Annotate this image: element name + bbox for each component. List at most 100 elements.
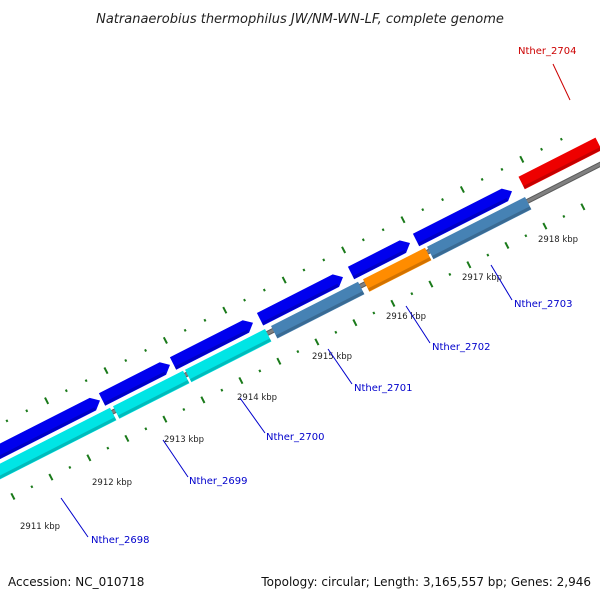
scale-label: 2911 kbp: [20, 522, 60, 532]
gene-label-Nther_2700: Nther_2700: [266, 432, 324, 443]
gene-forward-2-shade: [103, 371, 166, 406]
gene-forward-6-shade: [417, 197, 508, 246]
accession-label: Accession: NC_010718: [8, 575, 145, 589]
inner-tick: [106, 446, 110, 450]
gene-label-Nther_2701: Nther_2701: [354, 383, 412, 394]
outer-tick: [25, 409, 29, 413]
outer-tick: [243, 298, 246, 302]
gene-forward-6: [412, 188, 512, 247]
leader-line-Nther_2701: [327, 348, 353, 385]
inner-tick: [48, 473, 54, 481]
inner-tick: [162, 415, 168, 423]
leader-line-Nther_2703: [490, 264, 513, 301]
gene-forward-5: [347, 240, 410, 280]
inner-tick: [524, 234, 528, 238]
outer-tick: [500, 167, 504, 171]
inner-tick: [258, 369, 262, 373]
scale-label: 2915 kbp: [312, 352, 352, 362]
outer-tick: [400, 216, 406, 224]
feature-labels: 2911 kbp 2912 kbp 2913 kbp 2914 kbp 2915 kbp…: [20, 46, 578, 546]
gene-Nther_2703: [427, 197, 532, 260]
inner-tick: [68, 465, 72, 469]
gene-Nther_2699: [113, 370, 190, 419]
tick-marks: [5, 137, 586, 500]
outer-tick: [381, 228, 385, 232]
inner-tick: [580, 203, 586, 211]
gene-label-Nther_2704: Nther_2704: [518, 46, 576, 57]
scale-label: 2914 kbp: [237, 393, 277, 403]
inner-tick: [466, 261, 472, 269]
gene-Nther_2698: [0, 407, 117, 480]
gene-Nther_2701: [271, 281, 365, 339]
inner-tick: [182, 407, 186, 412]
inner-tick: [504, 241, 510, 249]
inner-tick: [10, 492, 16, 500]
scale-label: 2917 kbp: [462, 273, 502, 283]
outer-tick: [5, 419, 9, 423]
inner-tick: [334, 330, 338, 334]
leader-line-Nther_2699: [162, 439, 189, 478]
gene-Nther_2699-shade: [117, 380, 190, 419]
outer-tick: [203, 318, 207, 322]
inner-tick: [144, 427, 148, 431]
gene-Nther_2700: [185, 329, 272, 383]
scale-label: 2912 kbp: [92, 478, 132, 488]
map-title: Natranaerobius thermophilus JW/NM-WN-LF,…: [96, 12, 504, 27]
inner-tick: [200, 396, 206, 404]
gene-Nther_2703-shade: [431, 206, 532, 259]
gene-forward-1: [0, 397, 100, 460]
gene-forward-1-shade: [0, 407, 96, 459]
gene-forward-2: [98, 362, 170, 406]
gene-label-Nther_2702: Nther_2702: [432, 342, 490, 353]
inner-tick: [352, 319, 358, 327]
outer-tick: [361, 238, 365, 242]
outer-tick: [341, 246, 347, 254]
inner-tick: [238, 376, 244, 385]
outer-tick: [64, 389, 68, 393]
leader-line-Nther_2702: [405, 305, 431, 344]
inner-tick: [314, 338, 320, 346]
gene-forward-4-shade: [261, 283, 339, 326]
inner-tick: [220, 388, 224, 392]
outer-tick: [559, 137, 563, 141]
inner-tick: [124, 434, 130, 443]
gene-Nther_2702: [363, 247, 432, 292]
outer-tick: [222, 306, 228, 314]
inner-tick: [542, 222, 548, 230]
inner-tick: [390, 299, 396, 307]
outer-tick: [459, 185, 465, 194]
outer-tick: [322, 258, 326, 262]
outer-tick: [302, 268, 306, 272]
gene-label-Nther_2703: Nther_2703: [514, 299, 572, 310]
gene-features: [0, 137, 600, 480]
gene-forward-3: [169, 320, 253, 370]
outer-tick: [84, 379, 88, 383]
gene-forward-5-shade: [352, 249, 406, 279]
leader-line-Nther_2704: [552, 63, 571, 101]
outer-tick: [103, 367, 109, 375]
outer-tick: [281, 276, 287, 284]
gene-Nther_2704-shade: [523, 147, 600, 189]
inner-tick: [448, 272, 452, 276]
gene-Nther_2702-shade: [367, 257, 432, 292]
leader-line-Nther_2698: [60, 497, 89, 538]
gene-forward-4: [256, 274, 343, 326]
gene-label-Nther_2698: Nther_2698: [91, 535, 149, 546]
gene-Nther_2698-shade: [0, 417, 117, 479]
gene-forward-3-shade: [174, 329, 249, 370]
scale-label: 2913 kbp: [164, 435, 204, 445]
gene-Nther_2701-shade: [275, 291, 365, 339]
outer-tick: [262, 288, 266, 292]
gene-Nther_2700-shade: [189, 338, 272, 382]
outer-tick: [144, 348, 147, 352]
scale-label: 2918 kbp: [538, 235, 578, 245]
inner-tick: [296, 350, 300, 354]
outer-tick: [183, 328, 187, 332]
outer-tick: [124, 358, 128, 363]
outer-tick: [540, 147, 543, 151]
inner-tick: [276, 357, 282, 365]
outer-tick: [44, 397, 50, 405]
gene-Nther_2704: [518, 137, 600, 190]
outer-tick: [162, 336, 168, 344]
